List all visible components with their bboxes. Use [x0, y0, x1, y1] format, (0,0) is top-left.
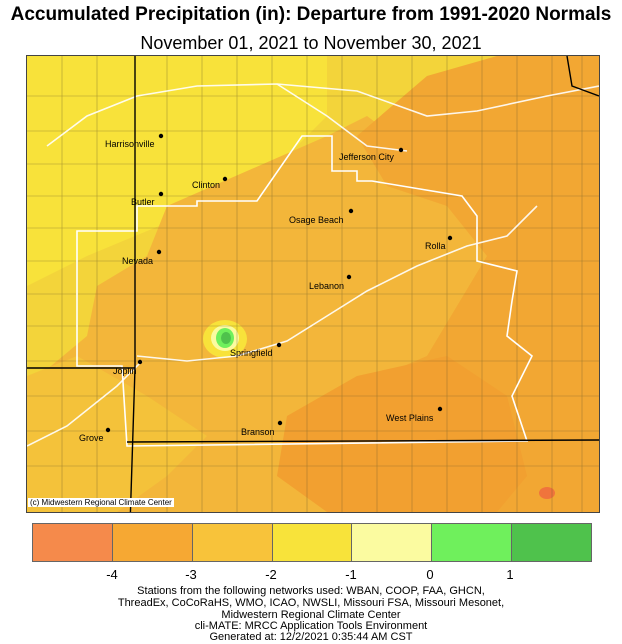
- city-osage-beach: Osage Beach: [289, 215, 344, 225]
- legend-swatch: [352, 524, 433, 561]
- legend-tick: -2: [265, 567, 277, 582]
- city-lebanon: Lebanon: [309, 281, 344, 291]
- legend-swatch: [192, 524, 273, 561]
- city-grove: Grove: [79, 433, 104, 443]
- legend-swatch: [272, 524, 353, 561]
- footer-networks-2: ThreadEx, CoCoRaHS, WMO, ICAO, NWSLI, Mi…: [117, 597, 505, 609]
- footer-climate: cli-MATE: MRCC Application Tools Environ…: [194, 620, 428, 632]
- date-range: November 01, 2021 to November 30, 2021: [140, 33, 482, 53]
- legend-swatch: [512, 524, 592, 561]
- legend-tick: 0: [426, 567, 434, 582]
- city-butler: Butler: [131, 197, 155, 207]
- legend-tick: -4: [106, 567, 118, 582]
- city-harrisonville: Harrisonville: [105, 139, 155, 149]
- legend-tick: -1: [345, 567, 357, 582]
- city-springfield: Springfield: [230, 348, 273, 358]
- color-legend: [32, 523, 592, 562]
- legend-swatch: [112, 524, 193, 561]
- legend-tick: 1: [506, 567, 514, 582]
- legend-swatch: [33, 524, 113, 561]
- city-clinton: Clinton: [192, 180, 220, 190]
- legend-swatch: [432, 524, 513, 561]
- map-canvas: Harrisonville Jefferson City Clinton But…: [27, 56, 599, 512]
- precipitation-map: Harrisonville Jefferson City Clinton But…: [26, 55, 600, 513]
- legend-tick: -3: [185, 567, 197, 582]
- city-jefferson-city: Jefferson City: [339, 152, 394, 162]
- city-nevada: Nevada: [122, 256, 153, 266]
- footer-mrcc: Midwestern Regional Climate Center: [221, 609, 401, 621]
- map-credit: (c) Midwestern Regional Climate Center: [28, 498, 174, 507]
- footer-networks-1: Stations from the following networks use…: [137, 585, 485, 597]
- city-joplin: Joplin: [113, 366, 137, 376]
- map-title: Accumulated Precipitation (in): Departur…: [10, 4, 612, 25]
- city-west-plains: West Plains: [386, 413, 434, 423]
- city-branson: Branson: [241, 427, 275, 437]
- footer-generated: Generated at: 12/2/2021 0:35:44 AM CST: [209, 631, 413, 643]
- city-rolla: Rolla: [425, 241, 446, 251]
